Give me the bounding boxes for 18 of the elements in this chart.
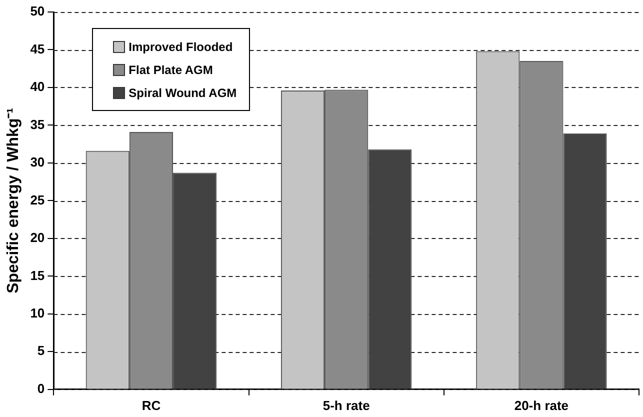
x-tick-label: 5-h rate <box>322 398 370 413</box>
y-tick-label: 30 <box>30 154 45 170</box>
y-tick-label: 35 <box>30 116 45 132</box>
y-tick-label: 15 <box>30 268 45 283</box>
x-tick-label: 20-h rate <box>514 398 569 413</box>
legend-label: Spiral Wound AGM <box>128 84 237 102</box>
legend-label: Flat Plate AGM <box>128 62 214 78</box>
legend-label: Improved Flooded <box>128 38 234 56</box>
y-tick-label: 0 <box>37 380 45 396</box>
y-axis-title: Specific energy / Whkg⁻¹ <box>5 108 22 294</box>
y-tick-label: 10 <box>30 306 45 320</box>
y-tick-label: 5 <box>37 343 45 358</box>
y-tick-label: 25 <box>30 192 45 208</box>
y-tick-label: 45 <box>30 41 45 56</box>
y-tick-label: 20 <box>30 230 45 246</box>
y-tick-label: 40 <box>30 79 45 94</box>
y-tick-label: 50 <box>30 4 45 19</box>
x-tick-label: RC <box>142 398 162 413</box>
